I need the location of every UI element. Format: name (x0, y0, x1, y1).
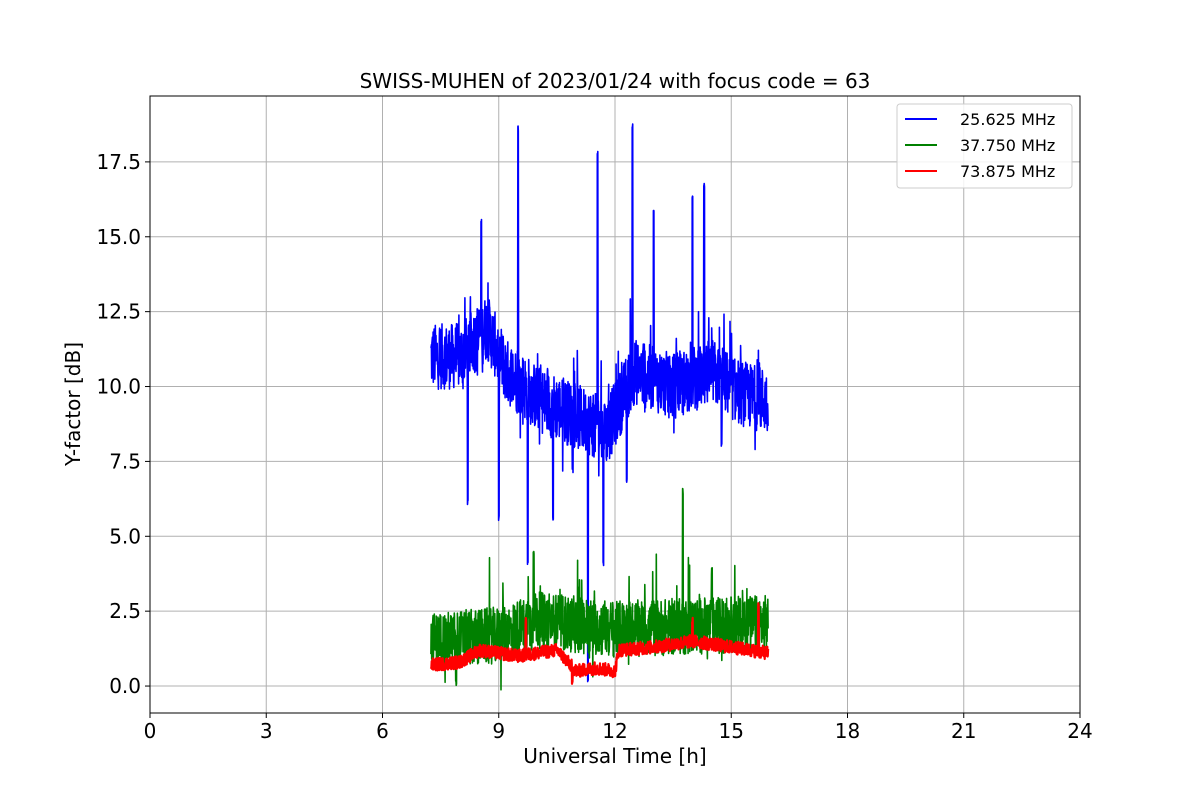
legend-label: 25.625 MHz (960, 110, 1055, 129)
series-group (429, 123, 770, 691)
x-tick-label: 12 (602, 719, 627, 743)
y-tick-label: 5.0 (109, 524, 141, 548)
x-tick-label: 24 (1067, 719, 1092, 743)
legend-label: 73.875 MHz (960, 162, 1055, 181)
x-axis-title: Universal Time [h] (523, 744, 706, 768)
y-tick-label: 12.5 (96, 300, 141, 324)
x-tick-label: 6 (376, 719, 389, 743)
y-tick-label: 17.5 (96, 150, 141, 174)
legend: 25.625 MHz 37.750 MHz 73.875 MHz (896, 103, 1073, 189)
x-tick-label: 15 (719, 719, 744, 743)
series-line-2 (430, 487, 769, 691)
x-tick-label: 9 (492, 719, 505, 743)
y-tick-label: 2.5 (109, 599, 141, 623)
x-tick-label: 0 (144, 719, 157, 743)
y-tick-label: 15.0 (96, 225, 141, 249)
series-line-3 (429, 602, 770, 685)
y-tick-label: 0.0 (109, 674, 141, 698)
series-line-1 (430, 123, 769, 683)
ticks: 0 3 6 9 12 15 18 21 24 0.0 2.5 5.0 7.5 10.0 12.5 15.0 17… (96, 150, 1092, 743)
y-tick-label: 10.0 (96, 375, 141, 399)
x-tick-label: 3 (260, 719, 273, 743)
legend-label: 37.750 MHz (960, 136, 1055, 155)
chart-title: SWISS-MUHEN of 2023/01/24 with focus cod… (360, 69, 871, 93)
y-tick-label: 7.5 (109, 449, 141, 473)
legend-box (896, 103, 1073, 189)
x-tick-label: 18 (835, 719, 860, 743)
y-axis-title: Y-factor [dB] (61, 342, 85, 467)
x-tick-label: 21 (951, 719, 976, 743)
